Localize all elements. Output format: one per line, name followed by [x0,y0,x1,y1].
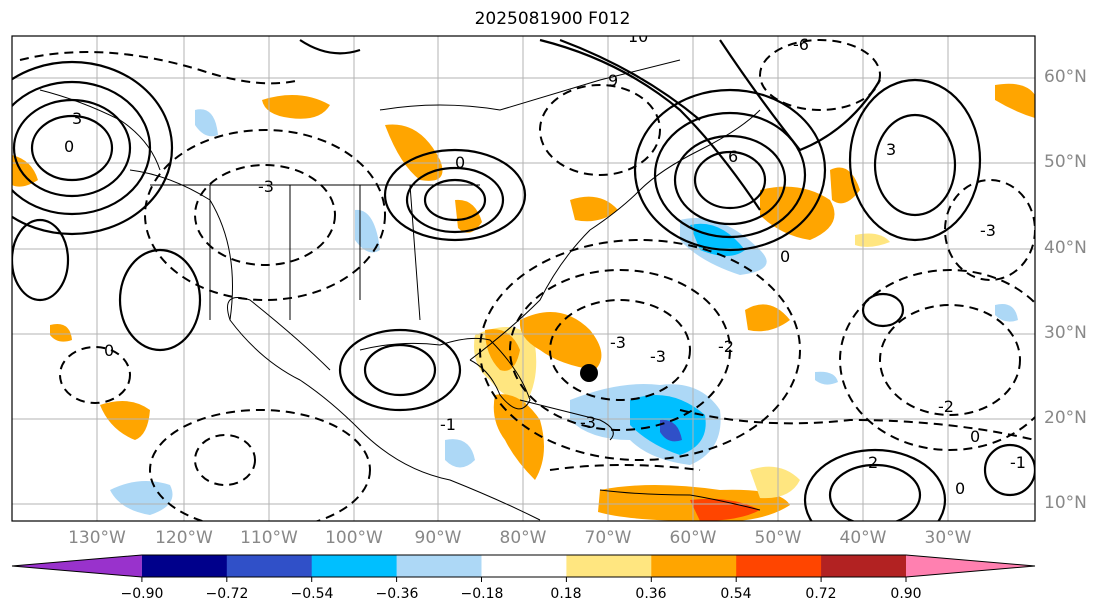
contour-label: -1 [440,415,456,434]
contour-label: -2 [938,397,954,416]
lon-label: 100°W [325,528,383,548]
contour-label: -3 [258,177,274,196]
contour-label: 2 [868,453,878,472]
contour-label: -3 [980,221,996,240]
negative-contours [19,39,1035,521]
contour-label: -6 [793,35,809,54]
lat-label: 20°N [1044,408,1087,428]
lon-label: 130°W [68,528,126,548]
contour-label: 6 [728,147,738,166]
lat-label: 50°N [1044,152,1087,172]
contour-label: 0 [955,479,965,498]
colorbar-tick-label: 0.18 [550,586,582,602]
lon-label: 60°W [669,528,717,548]
lon-label: 90°W [414,528,462,548]
contour-label: 0 [104,341,114,360]
contour-label: 3 [886,140,896,159]
colorbar-tick-label: 0.54 [720,586,752,602]
colorbar-tick-label: −0.72 [205,586,249,602]
contour-label: -3 [580,413,596,432]
colorbar-tick-label: −0.54 [290,586,334,602]
lat-label: 40°N [1044,238,1087,258]
lon-label: 30°W [924,528,972,548]
colorbar-tick-label: 0.72 [805,586,837,602]
contour-label: 0 [970,427,980,446]
contour-label: -3 [610,333,626,352]
contour-label: -3 [650,347,666,366]
lon-label: 40°W [839,528,887,548]
grid-lines [12,36,1035,521]
lat-label: 60°N [1044,67,1087,87]
positive-contours [12,38,1035,521]
colorbar-tick-label: −0.90 [120,586,164,602]
contour-label: -2 [718,337,734,356]
lat-label: 10°N [1044,493,1087,513]
contour-label: 0 [455,153,465,172]
plot-title: 2025081900 F012 [474,9,631,29]
contour-label: 3 [72,109,82,128]
contour-label: 0 [64,137,74,156]
lat-label: 30°N [1044,323,1087,343]
colorbar-tick-label: 0.36 [635,586,667,602]
contour-label: 0 [780,247,790,266]
contour-labels: 0 3 6 3 -3 -3 -6 0 0 -3 -2 0 -1 0 2 -3 1… [64,27,1026,498]
contour-label: -1 [1010,453,1026,472]
lon-label: 110°W [240,528,298,548]
storm-position-marker [580,364,598,382]
colorbar-tick-label: −0.18 [460,586,504,602]
lon-label: 80°W [499,528,547,548]
contour-label: 9 [608,71,618,90]
contour-label: 10 [628,27,648,46]
colorbar-tick-label: 0.90 [890,586,922,602]
lon-label: 120°W [155,528,213,548]
lon-label: 50°W [754,528,802,548]
colorbar-tick-label: −0.36 [375,586,419,602]
lon-label: 70°W [584,528,632,548]
